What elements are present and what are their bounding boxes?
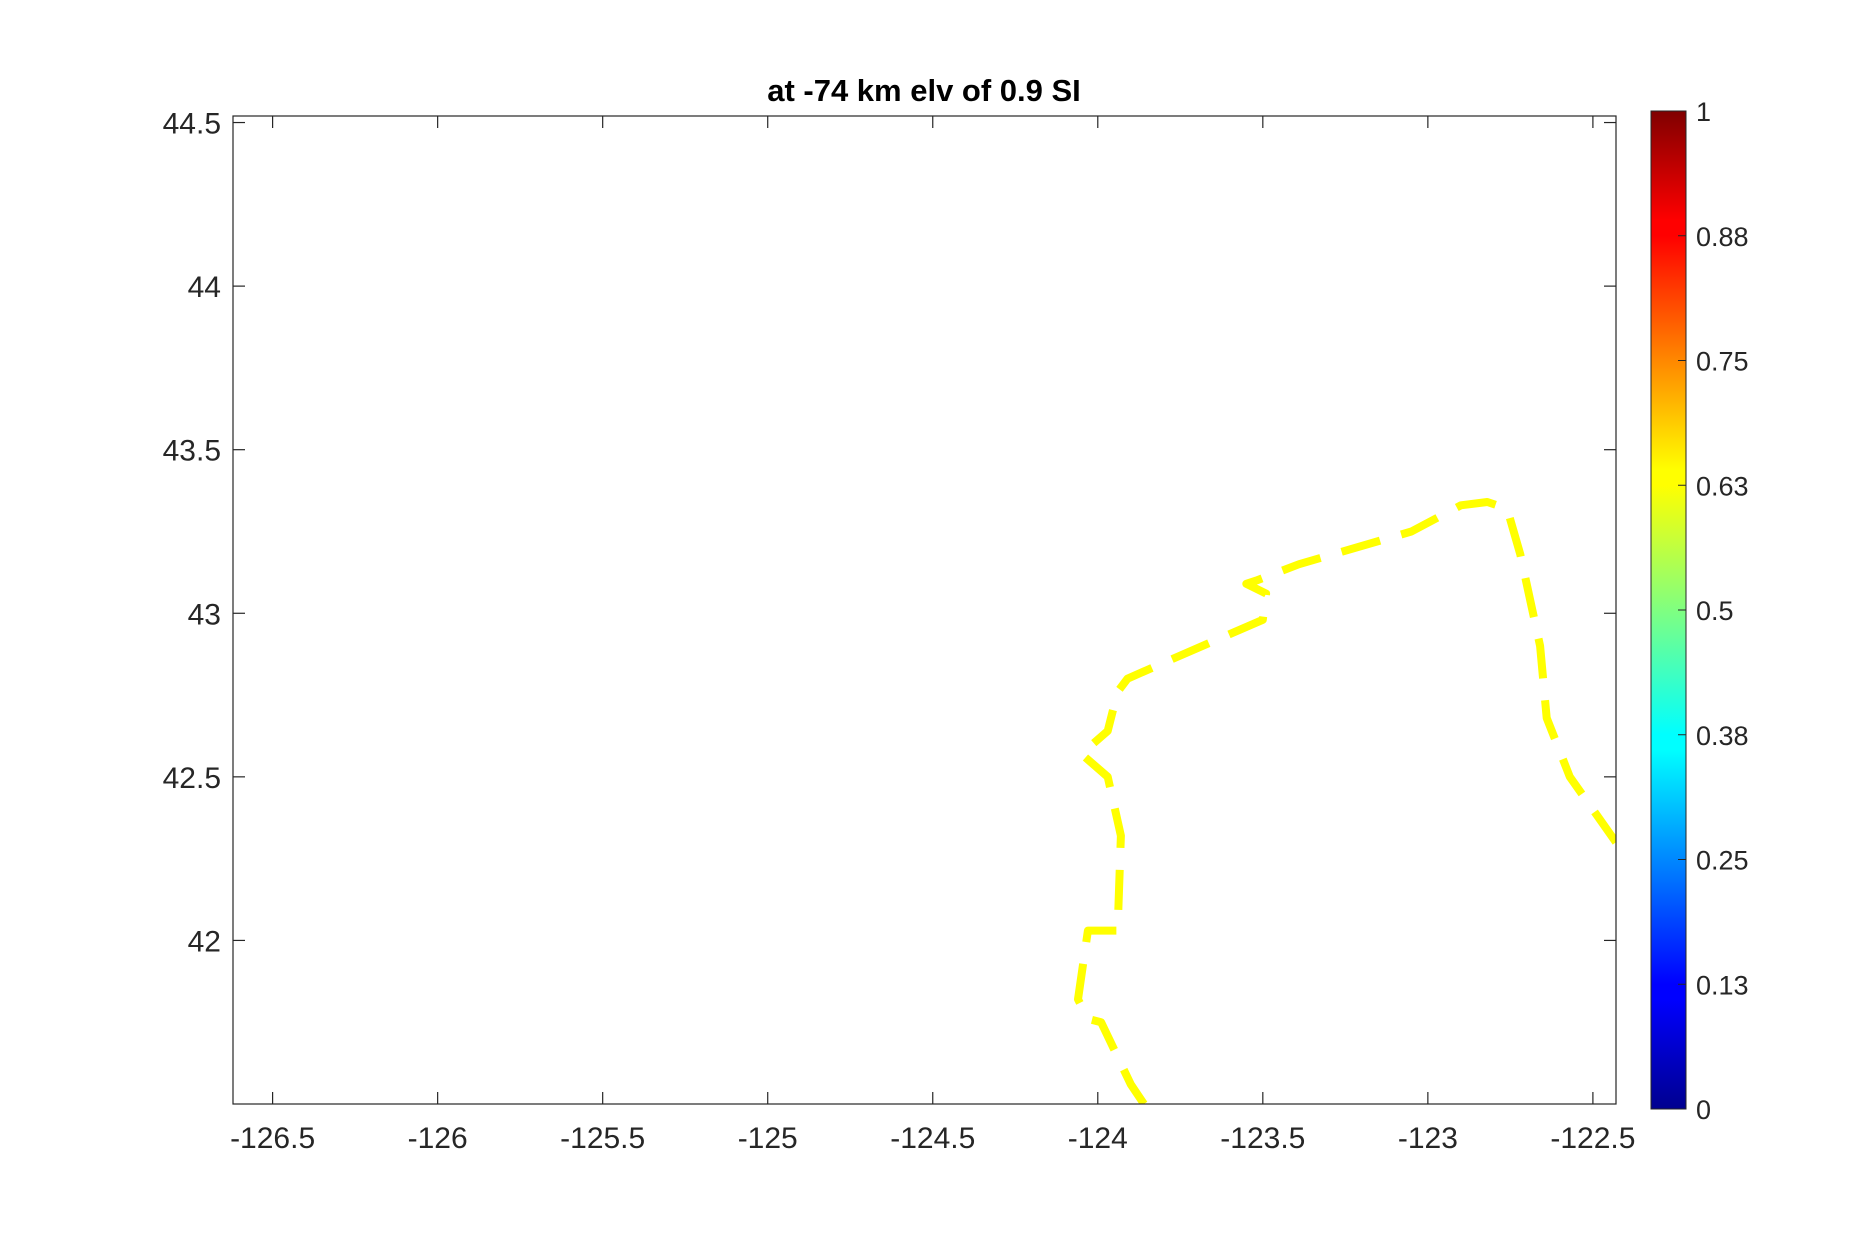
y-tick-label: 44 <box>188 271 221 304</box>
colorbar-tick-label: 0.38 <box>1696 721 1749 751</box>
colorbar-tick-label: 1 <box>1696 97 1711 127</box>
y-tick-label: 43.5 <box>163 435 221 468</box>
contour-line-0 <box>1074 498 1616 1104</box>
x-tick-label: -122.5 <box>1550 1122 1635 1155</box>
x-tick-label: -125.5 <box>560 1122 645 1155</box>
colorbar-tick-label: 0.25 <box>1696 846 1749 876</box>
colorbar-tick-label: 0.63 <box>1696 471 1749 501</box>
chart-title: at -74 km elv of 0.9 SI <box>767 73 1081 108</box>
colorbar-tick-label: 0 <box>1696 1095 1711 1125</box>
x-tick-label: -126.5 <box>230 1122 315 1155</box>
colorbar-tick-label: 0.13 <box>1696 970 1749 1000</box>
plot-frame <box>232 115 1617 1105</box>
colorbar: 0 0.13 0.25 0.38 0.5 0.63 0.75 0.88 1 <box>1650 97 1749 1125</box>
x-tick-label: -124.5 <box>890 1122 975 1155</box>
colorbar-tick-label: 0.88 <box>1696 222 1749 252</box>
x-tick-label: -124 <box>1068 1122 1128 1155</box>
y-axis: 42 42.5 43 43.5 44 44.5 <box>163 108 1616 958</box>
colorbar-tick-label: 0.75 <box>1696 347 1749 377</box>
y-tick-label: 42.5 <box>163 762 221 795</box>
y-tick-label: 42 <box>188 925 221 958</box>
y-tick-label: 44.5 <box>163 108 221 141</box>
y-tick-label: 43 <box>188 598 221 631</box>
colorbar-tick-label: 0.5 <box>1696 596 1734 626</box>
x-axis: -126.5 -126 -125.5 -125 -124.5 -124 -123.5 -123… <box>230 116 1635 1155</box>
x-tick-label: -125 <box>738 1122 798 1155</box>
x-tick-label: -123 <box>1398 1122 1458 1155</box>
x-tick-label: -123.5 <box>1220 1122 1305 1155</box>
series-layer <box>1074 498 1616 1104</box>
x-tick-label: -126 <box>408 1122 468 1155</box>
plot-area <box>233 116 1616 1104</box>
colorbar-ticks: 0 0.13 0.25 0.38 0.5 0.63 0.75 0.88 1 <box>1678 97 1749 1125</box>
